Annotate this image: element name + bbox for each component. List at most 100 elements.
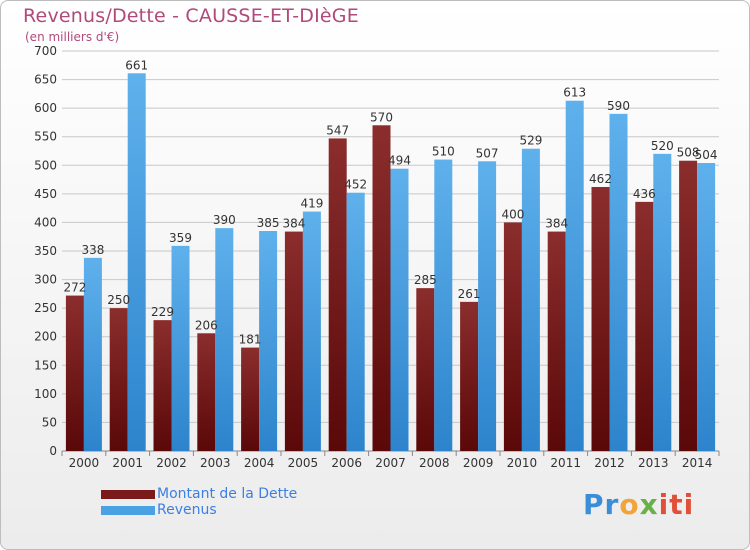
dette-bar xyxy=(547,231,566,451)
data-label: 452 xyxy=(344,178,367,192)
dette-bar xyxy=(241,347,260,451)
dette-bar xyxy=(591,187,610,451)
y-tick-label: 450 xyxy=(34,187,57,201)
revenus-bar xyxy=(83,257,102,451)
x-tick-label: 2012 xyxy=(594,456,625,470)
dette-bar xyxy=(503,222,522,451)
y-tick-label: 150 xyxy=(34,358,57,372)
x-tick-label: 2001 xyxy=(112,456,143,470)
x-tick-label: 2011 xyxy=(550,456,581,470)
revenus-bar xyxy=(565,100,584,451)
data-label: 529 xyxy=(519,134,542,148)
data-label: 508 xyxy=(677,146,700,160)
data-label: 547 xyxy=(326,123,349,137)
data-label: 510 xyxy=(432,145,455,159)
data-label: 181 xyxy=(239,333,262,347)
data-label: 206 xyxy=(195,318,218,332)
data-label: 570 xyxy=(370,110,393,124)
y-tick-label: 700 xyxy=(34,44,57,58)
x-tick-label: 2002 xyxy=(156,456,187,470)
revenus-bar xyxy=(127,73,146,452)
revenus-bar xyxy=(434,159,453,452)
logo-part: iti xyxy=(658,488,695,521)
x-tick-label: 2000 xyxy=(69,456,100,470)
revenus-bar xyxy=(302,211,321,451)
x-tick-label: 2010 xyxy=(507,456,538,470)
revenus-bar xyxy=(653,153,672,451)
data-label: 390 xyxy=(213,213,236,227)
y-tick-label: 300 xyxy=(34,273,57,287)
data-label: 285 xyxy=(414,273,437,287)
data-label: 590 xyxy=(607,99,630,113)
y-tick-label: 550 xyxy=(34,130,57,144)
data-label: 436 xyxy=(633,187,656,201)
revenus-bar xyxy=(346,192,365,451)
data-label: 494 xyxy=(388,154,411,168)
x-tick-label: 2006 xyxy=(331,456,362,470)
y-tick-label: 100 xyxy=(34,387,57,401)
logo-part: Pr xyxy=(583,488,620,521)
revenus-bar xyxy=(609,113,628,451)
legend-swatch-dette xyxy=(101,490,155,499)
dette-bar xyxy=(197,333,216,451)
proxiti-logo: Proxiti xyxy=(583,488,694,521)
chart-subtitle: (en milliers d'€) xyxy=(25,30,120,44)
data-label: 250 xyxy=(107,293,130,307)
dette-bar xyxy=(679,160,698,451)
x-tick-label: 2013 xyxy=(638,456,669,470)
y-tick-label: 350 xyxy=(34,244,57,258)
revenus-bar xyxy=(390,168,409,451)
data-label: 462 xyxy=(589,172,612,186)
dette-bar xyxy=(109,308,128,451)
data-label: 613 xyxy=(563,86,586,100)
logo-part: o xyxy=(619,488,640,521)
chart-title: Revenus/Dette - CAUSSE-ET-DIèGE xyxy=(23,5,359,27)
revenus-bar xyxy=(215,228,234,451)
dette-bar xyxy=(416,288,435,451)
dette-bar xyxy=(284,231,303,451)
data-label: 261 xyxy=(458,287,481,301)
revenus-bar xyxy=(478,161,497,452)
x-tick-label: 2004 xyxy=(244,456,275,470)
y-tick-label: 650 xyxy=(34,73,57,87)
logo-part: x xyxy=(639,488,659,521)
data-label: 272 xyxy=(63,281,86,295)
data-label: 520 xyxy=(651,139,674,153)
data-label: 359 xyxy=(169,231,192,245)
x-tick-label: 2009 xyxy=(463,456,494,470)
dette-bar xyxy=(328,138,347,451)
dette-bar xyxy=(460,301,479,451)
dette-bar xyxy=(153,320,172,451)
y-tick-label: 50 xyxy=(42,415,57,429)
data-label: 384 xyxy=(545,217,568,231)
revenus-bar xyxy=(171,245,190,451)
legend-swatch-revenus xyxy=(101,506,155,515)
x-tick-label: 2005 xyxy=(288,456,319,470)
x-tick-label: 2007 xyxy=(375,456,406,470)
data-label: 507 xyxy=(476,146,499,160)
y-tick-label: 500 xyxy=(34,158,57,172)
y-tick-label: 200 xyxy=(34,330,57,344)
data-label: 338 xyxy=(81,243,104,257)
dette-bar xyxy=(372,125,391,452)
x-tick-label: 2003 xyxy=(200,456,231,470)
y-tick-label: 400 xyxy=(34,215,57,229)
legend-label-revenus: Revenus xyxy=(157,502,217,518)
data-label: 400 xyxy=(501,207,524,221)
data-label: 661 xyxy=(125,58,148,72)
data-label: 384 xyxy=(282,217,305,231)
data-label: 229 xyxy=(151,305,174,319)
legend-label-dette: Montant de la Dette xyxy=(157,486,298,502)
data-label: 385 xyxy=(257,216,280,230)
dette-bar xyxy=(65,295,84,451)
y-tick-label: 600 xyxy=(34,101,57,115)
revenus-bar xyxy=(521,148,540,451)
y-tick-label: 0 xyxy=(49,444,57,458)
y-tick-label: 250 xyxy=(34,301,57,315)
x-tick-label: 2014 xyxy=(682,456,713,470)
revenus-bar xyxy=(259,231,278,451)
dette-bar xyxy=(635,201,654,451)
revenus-bar xyxy=(697,163,716,451)
